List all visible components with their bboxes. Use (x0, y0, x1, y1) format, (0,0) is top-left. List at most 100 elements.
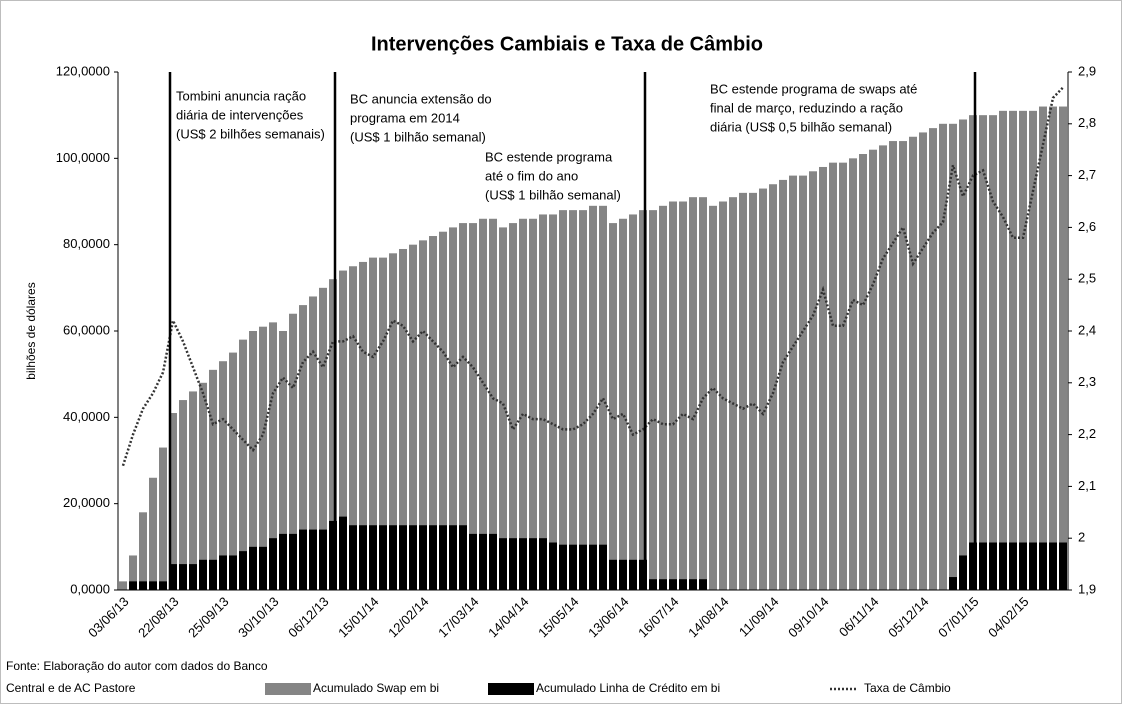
bar (549, 542, 557, 590)
bar (799, 175, 807, 590)
bar (659, 579, 667, 590)
bar (249, 331, 257, 590)
bar (579, 544, 587, 590)
annotation: final de março, reduzindo a ração (710, 100, 903, 115)
bar (269, 322, 277, 590)
bar (1019, 542, 1027, 590)
bar (309, 296, 317, 590)
y-tick-label: 100,0000 (56, 150, 110, 165)
bar (409, 244, 417, 590)
bar (619, 559, 627, 590)
bar (269, 538, 277, 590)
bar (909, 136, 917, 590)
bar (459, 525, 467, 590)
bar (479, 533, 487, 590)
bar (559, 544, 567, 590)
bar (509, 538, 517, 590)
bar (409, 525, 417, 590)
bar (759, 188, 767, 591)
bar (529, 538, 537, 590)
bar (399, 525, 407, 590)
bar (679, 201, 687, 590)
bar (989, 115, 997, 591)
bar (1009, 110, 1017, 590)
bar (449, 525, 457, 590)
y-tick-label: 60,0000 (63, 322, 110, 337)
bar (849, 158, 857, 591)
bar (129, 555, 137, 590)
bar (119, 581, 127, 590)
bar (259, 326, 267, 590)
bar (669, 201, 677, 590)
y-axis-label: bilhões de dólares (24, 282, 38, 379)
y-tick-label: 20,0000 (63, 495, 110, 510)
bar (689, 197, 697, 590)
bar (369, 257, 377, 590)
bar (699, 197, 707, 590)
bar (319, 529, 327, 590)
annotation: BC anuncia extensão do (350, 91, 492, 106)
bar (1039, 106, 1047, 591)
bar (589, 205, 597, 591)
bar (1039, 542, 1047, 590)
y2-tick-label: 2 (1078, 530, 1085, 545)
bar (959, 555, 967, 590)
bar (1059, 106, 1067, 591)
bar (599, 205, 607, 591)
legend-label: Taxa de Câmbio (864, 681, 951, 695)
bar (659, 205, 667, 591)
bar (329, 520, 337, 590)
annotation: (US$ 1 bilhão semanal) (350, 129, 486, 144)
bar (189, 564, 197, 590)
bar (489, 218, 497, 590)
bar (369, 525, 377, 590)
bar (329, 279, 337, 590)
bar (689, 579, 697, 590)
y2-tick-label: 2,8 (1078, 115, 1096, 130)
bar (979, 115, 987, 591)
y-tick-label: 120,0000 (56, 63, 110, 78)
bar (539, 538, 547, 590)
y2-tick-label: 2,7 (1078, 167, 1096, 182)
y2-tick-label: 2,2 (1078, 426, 1096, 441)
bar (859, 154, 867, 590)
annotation: diária (US$ 0,5 bilhão semanal) (710, 119, 892, 134)
y2-tick-label: 1,9 (1078, 581, 1096, 596)
bar (129, 581, 137, 590)
bar (299, 305, 307, 590)
bar (1009, 542, 1017, 590)
bar (1029, 542, 1037, 590)
bar (519, 538, 527, 590)
bar (149, 477, 157, 590)
bar (189, 391, 197, 590)
annotation: até o fim do ano (485, 168, 578, 183)
bar (469, 533, 477, 590)
bar (669, 579, 677, 590)
bar (1059, 542, 1067, 590)
bar (259, 546, 267, 590)
bar (429, 236, 437, 591)
bar (709, 205, 717, 591)
bar (939, 123, 947, 591)
rate-line (121, 86, 1064, 467)
bar (819, 166, 827, 590)
bar (899, 141, 907, 591)
bar (469, 223, 477, 591)
y-tick-label: 40,0000 (63, 409, 110, 424)
y2-tick-label: 2,9 (1078, 63, 1096, 78)
bar (609, 223, 617, 591)
bar (499, 538, 507, 590)
bar (959, 119, 967, 590)
y2-tick-label: 2,6 (1078, 219, 1096, 234)
annotation: (US$ 1 bilhão semanal) (485, 187, 621, 202)
annotation: Tombini anuncia ração (176, 88, 306, 103)
annotation: (US$ 2 bilhões semanais) (176, 126, 325, 141)
bar (719, 201, 727, 590)
bar (679, 579, 687, 590)
bar (479, 218, 487, 590)
bar (199, 559, 207, 590)
bar (739, 192, 747, 590)
y2-tick-label: 2,1 (1078, 478, 1096, 493)
bar (879, 145, 887, 590)
bar (179, 564, 187, 590)
